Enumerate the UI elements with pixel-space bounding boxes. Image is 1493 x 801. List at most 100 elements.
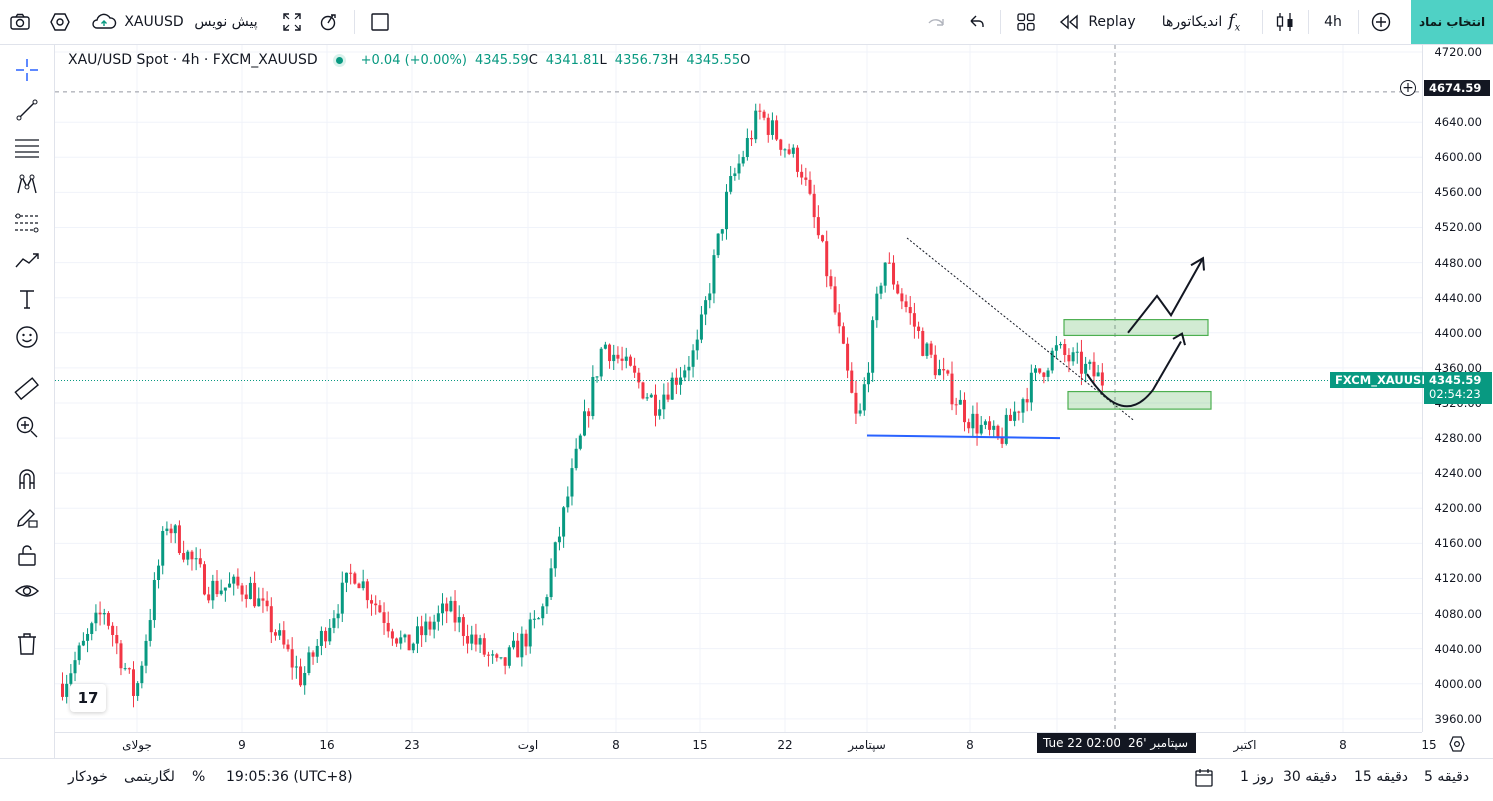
choose-symbol-button[interactable]: انتخاب نماد [1411,0,1493,44]
candle-body [979,424,983,434]
function-icon: fx [1228,10,1241,34]
candle-body [963,399,967,423]
candle-body [816,217,820,236]
drawings [55,45,1422,732]
candle-body [704,300,708,315]
price-chart[interactable] [55,45,1422,732]
fullscreen-icon[interactable] [280,0,304,44]
candle-body [81,640,85,646]
date-range-icon[interactable] [1194,768,1214,792]
projection-curve [1086,341,1182,408]
candle-body [1084,363,1088,374]
axis-settings-icon[interactable] [1446,734,1468,754]
candle-body [232,576,236,584]
candle-body [365,581,369,601]
candle-body [754,110,758,140]
candle-body [553,542,557,569]
candle-body [244,594,248,600]
range-5m[interactable]: 5 دقیقه [1424,769,1470,785]
layout-icon[interactable] [368,0,392,44]
price-label: 4120.00 [1434,571,1482,586]
candle-body [165,528,169,531]
candle-body [1013,411,1017,421]
candle-body [445,603,449,612]
lock-icon[interactable] [9,540,45,570]
price-label: 4280.00 [1434,431,1482,446]
compare-add-icon[interactable] [1368,0,1394,44]
alert-icon[interactable] [316,0,342,44]
candle-body [720,229,724,234]
range-15m[interactable]: 15 دقیقه [1354,769,1409,785]
auto-scale-button[interactable]: خودکار [68,769,108,785]
time-label: 9 [238,738,246,752]
templates-icon[interactable] [1014,0,1038,44]
candle-body [202,564,206,595]
price-label: 4480.00 [1434,255,1482,270]
candle-body [691,350,695,367]
candle-body [157,565,161,580]
candle-body [474,634,478,645]
text-icon[interactable] [9,284,45,314]
pattern-icon[interactable] [9,170,45,200]
eye-icon[interactable] [9,578,45,608]
symbol-name[interactable]: XAUUSD [124,0,184,44]
candle-body [988,421,992,430]
candle-body [562,507,566,537]
crosshair-icon[interactable] [9,55,45,85]
candle-body [770,120,774,135]
indicators-button[interactable]: اندیکاتورها fx [1148,0,1254,44]
legend-close: 4345.59C [474,52,538,68]
zoom-in-icon[interactable] [9,412,45,442]
projection-zigzag [1127,257,1204,334]
candle-body [862,384,866,411]
camera-icon[interactable] [6,0,34,44]
add-alert-plus-icon[interactable]: + [1400,80,1416,96]
candle-body [198,558,202,565]
candle-body [411,643,415,651]
replay-button[interactable]: Replay [1056,0,1138,44]
settings-icon[interactable] [46,0,74,44]
price-label: 4040.00 [1434,641,1482,656]
emoji-icon[interactable] [9,322,45,352]
ruler-icon[interactable] [9,374,45,404]
price-label: 4080.00 [1434,606,1482,621]
candle-body [812,193,816,218]
redo-icon[interactable] [924,0,948,44]
tradingview-logo[interactable]: 17 [70,684,106,712]
candle-body [724,191,728,230]
timezone-clock[interactable]: 19:05:36 (UTC+8) [226,769,353,785]
trend-line-icon[interactable] [9,95,45,125]
cloud-save-icon[interactable] [88,0,120,44]
time-label: اکتبر [1233,738,1257,752]
candle-body [712,255,716,294]
undo-icon[interactable] [964,0,988,44]
range-30m[interactable]: 30 دقیقه [1283,769,1338,785]
horizontal-lines-icon[interactable] [9,133,45,163]
lock-drawing-icon[interactable] [9,502,45,532]
time-label: 22 [777,738,793,752]
candle-body [954,404,958,406]
magnet-icon[interactable] [9,464,45,494]
percent-scale-button[interactable]: % [192,769,206,785]
forecast-icon[interactable] [9,246,45,276]
log-scale-button[interactable]: لگاریتمی [124,769,175,785]
trendline [906,237,1135,421]
candle-body [169,528,173,534]
candle-body [633,365,637,373]
draft-label[interactable]: پیش نویس [194,14,258,30]
candle-body [299,666,303,686]
market-status-dot[interactable] [335,56,343,64]
candle-body [211,580,215,601]
range-1d[interactable]: 1 روز [1240,769,1274,785]
candle-body [887,262,891,264]
candle-body [708,293,712,301]
candle-body [766,117,770,135]
interval-button[interactable]: 4h [1324,14,1342,30]
candle-body [795,147,799,172]
candle-body [328,627,332,642]
candles-icon[interactable] [1272,0,1298,44]
candle-body [248,582,252,600]
time-axis[interactable]: جولای91623اوت81522سپتامبر815اکتبر815 [55,732,1437,759]
fib-icon[interactable] [9,208,45,238]
trash-icon[interactable] [9,629,45,659]
